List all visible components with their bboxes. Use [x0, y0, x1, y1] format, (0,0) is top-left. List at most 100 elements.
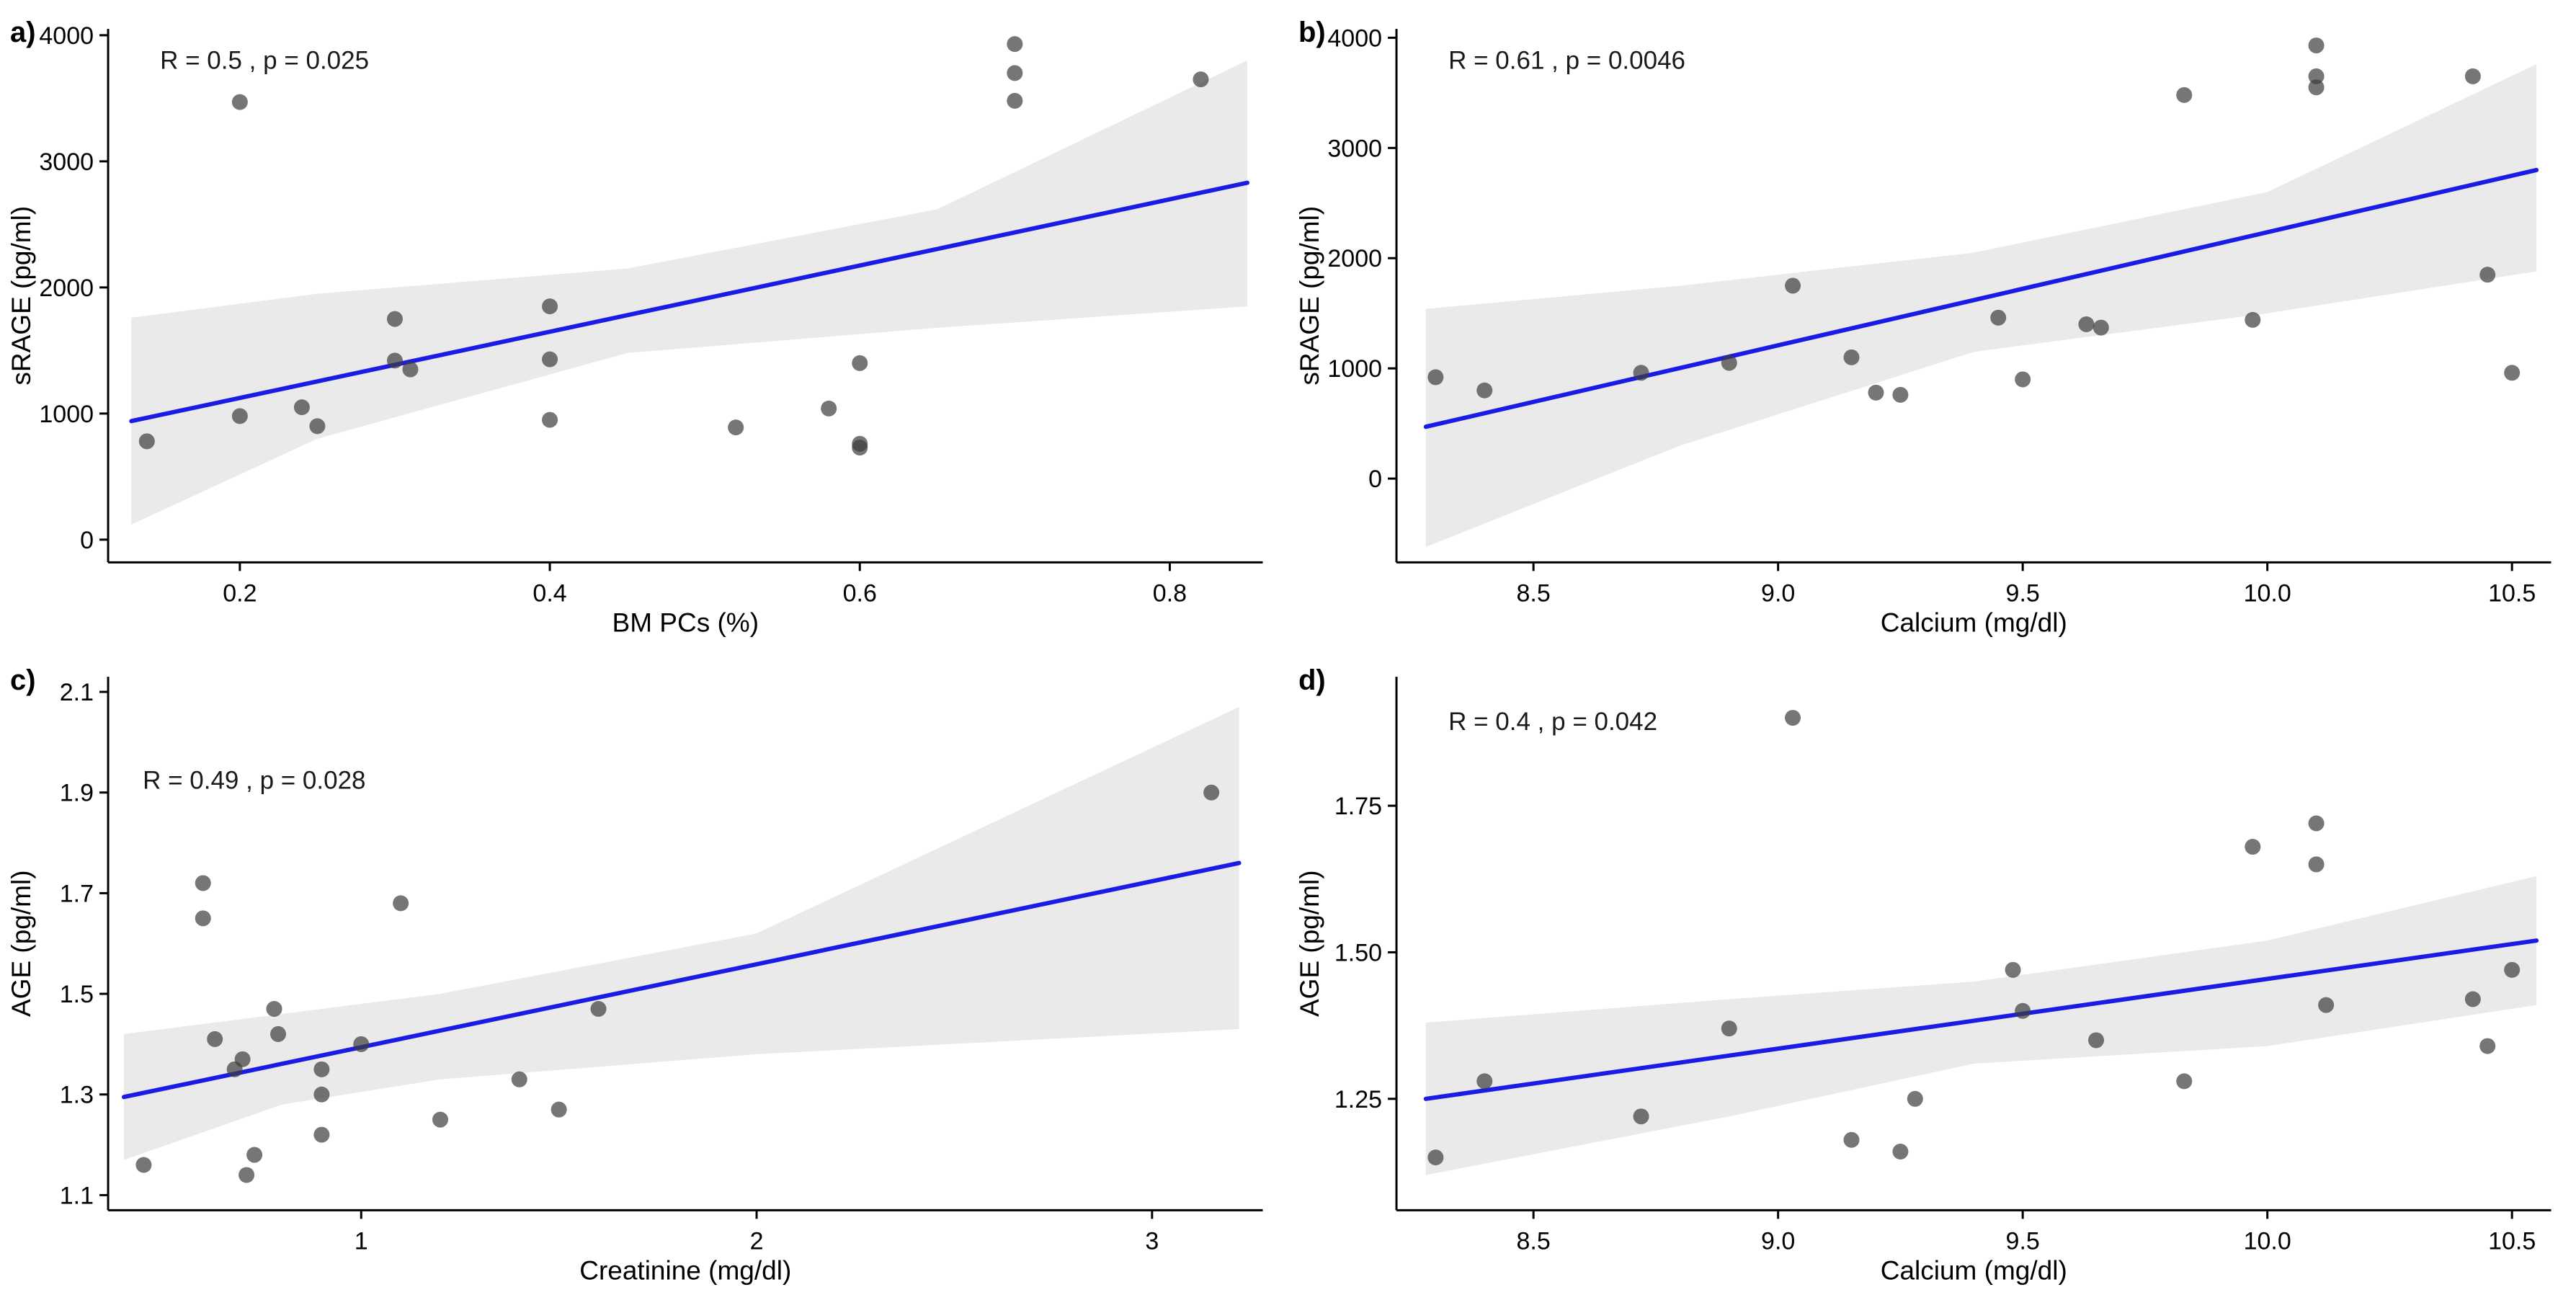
scatter-point — [1907, 1090, 1923, 1107]
y-tick-label: 0 — [80, 527, 94, 554]
confidence-band — [1425, 64, 2536, 547]
scatter-point — [542, 411, 558, 428]
panel-label: d) — [1298, 664, 1326, 696]
x-tick-label: 9.5 — [2005, 1227, 2039, 1255]
scatter-point — [313, 1126, 330, 1143]
x-tick-label: 9.5 — [2005, 579, 2039, 607]
scatter-point — [1891, 386, 1908, 403]
scatter-point — [393, 894, 409, 911]
y-tick-label: 3000 — [39, 148, 94, 176]
y-tick-label: 3000 — [1327, 135, 1382, 162]
x-tick-label: 10.5 — [2488, 579, 2536, 607]
x-tick-label: 10.5 — [2488, 1227, 2536, 1255]
y-tick-label: 1.1 — [60, 1182, 94, 1209]
scatter-point — [1867, 384, 1884, 401]
scatter-point — [246, 1147, 263, 1163]
scatter-point — [2479, 1038, 2495, 1054]
scatter-point — [1843, 1131, 1860, 1148]
scatter-point — [852, 355, 868, 371]
scatter-plot: 0.2 0.4 0.6 0.8 0 1000 2000 3000 4000 BM PCs (%) s… — [6, 17, 1263, 637]
scatter-point — [138, 433, 155, 450]
scatter-point — [2503, 365, 2520, 381]
scatter-point — [293, 399, 310, 416]
y-tick-label: 1000 — [1327, 355, 1382, 383]
confidence-band — [123, 706, 1239, 1160]
y-tick-label: 2000 — [1327, 245, 1382, 272]
y-tick-label: 1.3 — [60, 1081, 94, 1108]
scatter-plot: 1 2 3 1.1 1.3 1.5 1.7 1.9 2.1 Creatinine (mg/dl) A… — [6, 664, 1263, 1285]
panel-d-age-vs-calcium: 8.5 9.0 9.5 10.0 10.5 1.25 1.50 1.75 Calcium (mg… — [1288, 648, 2576, 1295]
scatter-point — [2005, 961, 2021, 978]
scatter-point — [402, 361, 419, 378]
y-axis-label: sRAGE (pg/ml) — [6, 206, 36, 386]
y-tick-label: 0 — [1368, 466, 1382, 493]
x-tick-label: 2 — [750, 1227, 764, 1255]
scatter-point — [2308, 814, 2325, 831]
scatter-point — [234, 1051, 251, 1067]
y-tick-label: 4000 — [1327, 25, 1382, 52]
scatter-point — [2093, 319, 2109, 336]
scatter-point — [1843, 349, 1860, 365]
scatter-point — [1989, 309, 2006, 326]
regression-line — [129, 180, 1249, 424]
y-tick-label: 1.75 — [1334, 793, 1381, 820]
scatter-point — [195, 909, 211, 926]
scatter-point — [231, 94, 248, 110]
correlation-annotation: R = 0.4 , p = 0.042 — [1448, 708, 1657, 736]
x-tick-label: 0.4 — [532, 579, 566, 607]
scatter-point — [2317, 997, 2334, 1013]
scatter-point — [2479, 267, 2495, 283]
scatter-point — [309, 418, 326, 435]
scatter-point — [2175, 86, 2192, 103]
scatter-plot: 8.5 9.0 9.5 10.0 10.5 1.25 1.50 1.75 Calcium (mg… — [1294, 664, 2551, 1285]
scatter-point — [542, 298, 558, 315]
x-tick-label: 10.0 — [2243, 579, 2291, 607]
scatter-point — [1633, 1108, 1649, 1124]
x-tick-label: 0.8 — [1153, 579, 1187, 607]
x-axis-label: Calcium (mg/dl) — [1880, 1255, 2067, 1285]
scatter-point — [386, 311, 403, 327]
scatter-point — [2077, 316, 2094, 333]
y-tick-label: 2000 — [39, 275, 94, 302]
scatter-plot: 8.5 9.0 9.5 10.0 10.5 0 1000 2000 3000 4000 Calciu… — [1294, 17, 2551, 637]
scatter-point — [542, 351, 558, 368]
scatter-point — [1721, 355, 1737, 371]
scatter-point — [1203, 784, 1220, 801]
scatter-point — [432, 1111, 449, 1128]
scatter-point — [270, 1025, 287, 1042]
y-axis-label: AGE (pg/ml) — [6, 870, 36, 1017]
scatter-point — [2244, 838, 2260, 855]
x-axis-label: Creatinine (mg/dl) — [579, 1255, 791, 1285]
scatter-point — [266, 1000, 282, 1017]
scatter-point — [313, 1061, 330, 1077]
scatter-point — [2464, 68, 2481, 84]
scatter-point — [195, 874, 211, 891]
x-axis-label: BM PCs (%) — [612, 607, 759, 637]
correlation-annotation: R = 0.61 , p = 0.0046 — [1448, 47, 1685, 75]
x-tick-label: 8.5 — [1516, 579, 1550, 607]
x-tick-label: 10.0 — [2243, 1227, 2291, 1255]
scatter-point — [1476, 382, 1492, 399]
x-tick-label: 1 — [355, 1227, 368, 1255]
correlation-annotation: R = 0.5 , p = 0.025 — [160, 47, 369, 75]
scatter-point — [2503, 961, 2520, 978]
scatter-point — [1784, 277, 1801, 294]
panel-label: a) — [10, 17, 36, 48]
scatter-point — [551, 1101, 567, 1118]
panel-b-srage-vs-calcium: 8.5 9.0 9.5 10.0 10.5 0 1000 2000 3000 4000 Calciu… — [1288, 0, 2576, 648]
scatter-point — [2308, 855, 2325, 872]
scatter-point — [207, 1031, 223, 1047]
y-axis-label: sRAGE (pg/ml) — [1294, 206, 1324, 386]
scatter-point — [2464, 991, 2481, 1007]
x-tick-label: 9.0 — [1761, 579, 1795, 607]
scatter-point — [2308, 68, 2325, 84]
y-tick-label: 1000 — [39, 401, 94, 428]
scatter-point — [353, 1036, 370, 1052]
x-tick-label: 0.2 — [223, 579, 257, 607]
panel-label: b) — [1298, 17, 1326, 48]
y-tick-label: 1.7 — [60, 880, 94, 907]
scatter-point — [1633, 365, 1649, 381]
scatter-point — [313, 1086, 330, 1103]
scatter-point — [2244, 311, 2260, 328]
